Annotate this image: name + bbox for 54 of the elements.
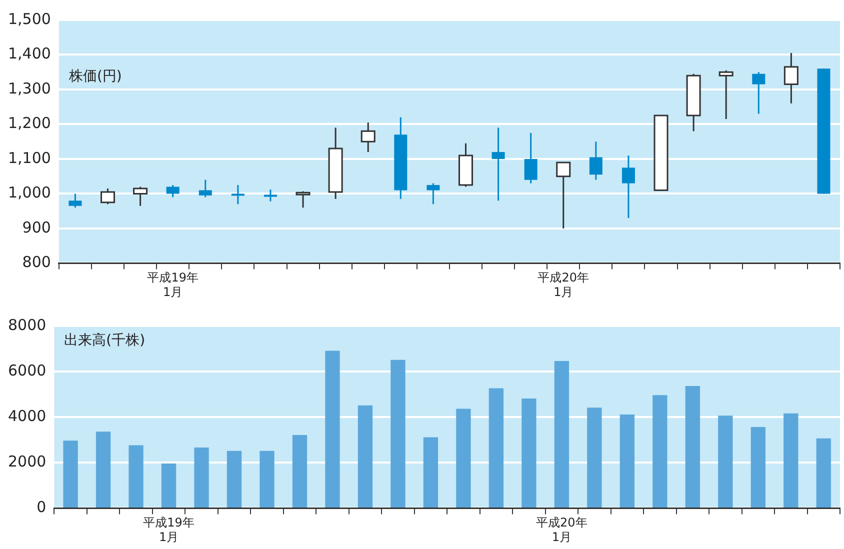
candlestick (264, 188, 277, 202)
y-axis-title: 株価(円) (68, 68, 122, 85)
candlestick (752, 71, 766, 115)
candlestick (426, 182, 440, 205)
candlestick (524, 132, 538, 184)
candlestick (166, 184, 180, 198)
bar (128, 445, 144, 508)
bar (161, 463, 176, 508)
candlestick (492, 126, 505, 202)
candlestick (68, 192, 82, 208)
bar (554, 360, 570, 508)
y-tick-label: 800 (22, 253, 51, 272)
bar (652, 395, 668, 508)
y-tick-label: 1,200 (8, 114, 51, 132)
bar (260, 450, 274, 508)
x-tick-label: 平成19年 1月 (143, 516, 194, 544)
bar (620, 414, 634, 508)
bar (587, 408, 602, 508)
y-tick-label: 1,400 (8, 44, 51, 63)
bar (358, 405, 373, 508)
bar (750, 427, 766, 508)
candlestick (589, 140, 602, 181)
y-tick-label: 2000 (8, 452, 46, 471)
y-tick-label: 6000 (8, 361, 46, 380)
bar (685, 386, 700, 508)
y-tick-label: 0 (36, 498, 46, 516)
x-tick-label: 平成20年 1月 (536, 516, 588, 544)
bar (456, 408, 471, 508)
y-tick-label: 900 (22, 218, 51, 236)
y-tick-label: 1,500 (8, 10, 51, 28)
bar (292, 434, 308, 508)
y-axis-title: 出来高(千株) (64, 332, 146, 349)
y-tick-label: 1,100 (8, 148, 51, 167)
bar (423, 437, 438, 508)
candlestick (622, 154, 635, 219)
bar (784, 413, 798, 508)
bar (718, 416, 733, 508)
y-tick-label: 4000 (8, 406, 46, 425)
bar (488, 388, 504, 508)
bar (325, 350, 340, 508)
bar (816, 438, 831, 508)
bar (522, 398, 536, 508)
bar (63, 440, 78, 508)
candlestick (198, 179, 212, 198)
bar (194, 448, 209, 508)
y-tick-label: 1,300 (8, 79, 51, 98)
bar (390, 360, 406, 508)
candlestick (231, 184, 244, 205)
bar (226, 450, 242, 508)
x-tick-label: 平成20年 1月 (538, 270, 590, 299)
y-tick-label: 1,000 (8, 184, 51, 202)
x-tick-label: 平成19年 1月 (147, 270, 198, 299)
bar (96, 432, 111, 508)
y-tick-label: 8000 (8, 316, 46, 334)
